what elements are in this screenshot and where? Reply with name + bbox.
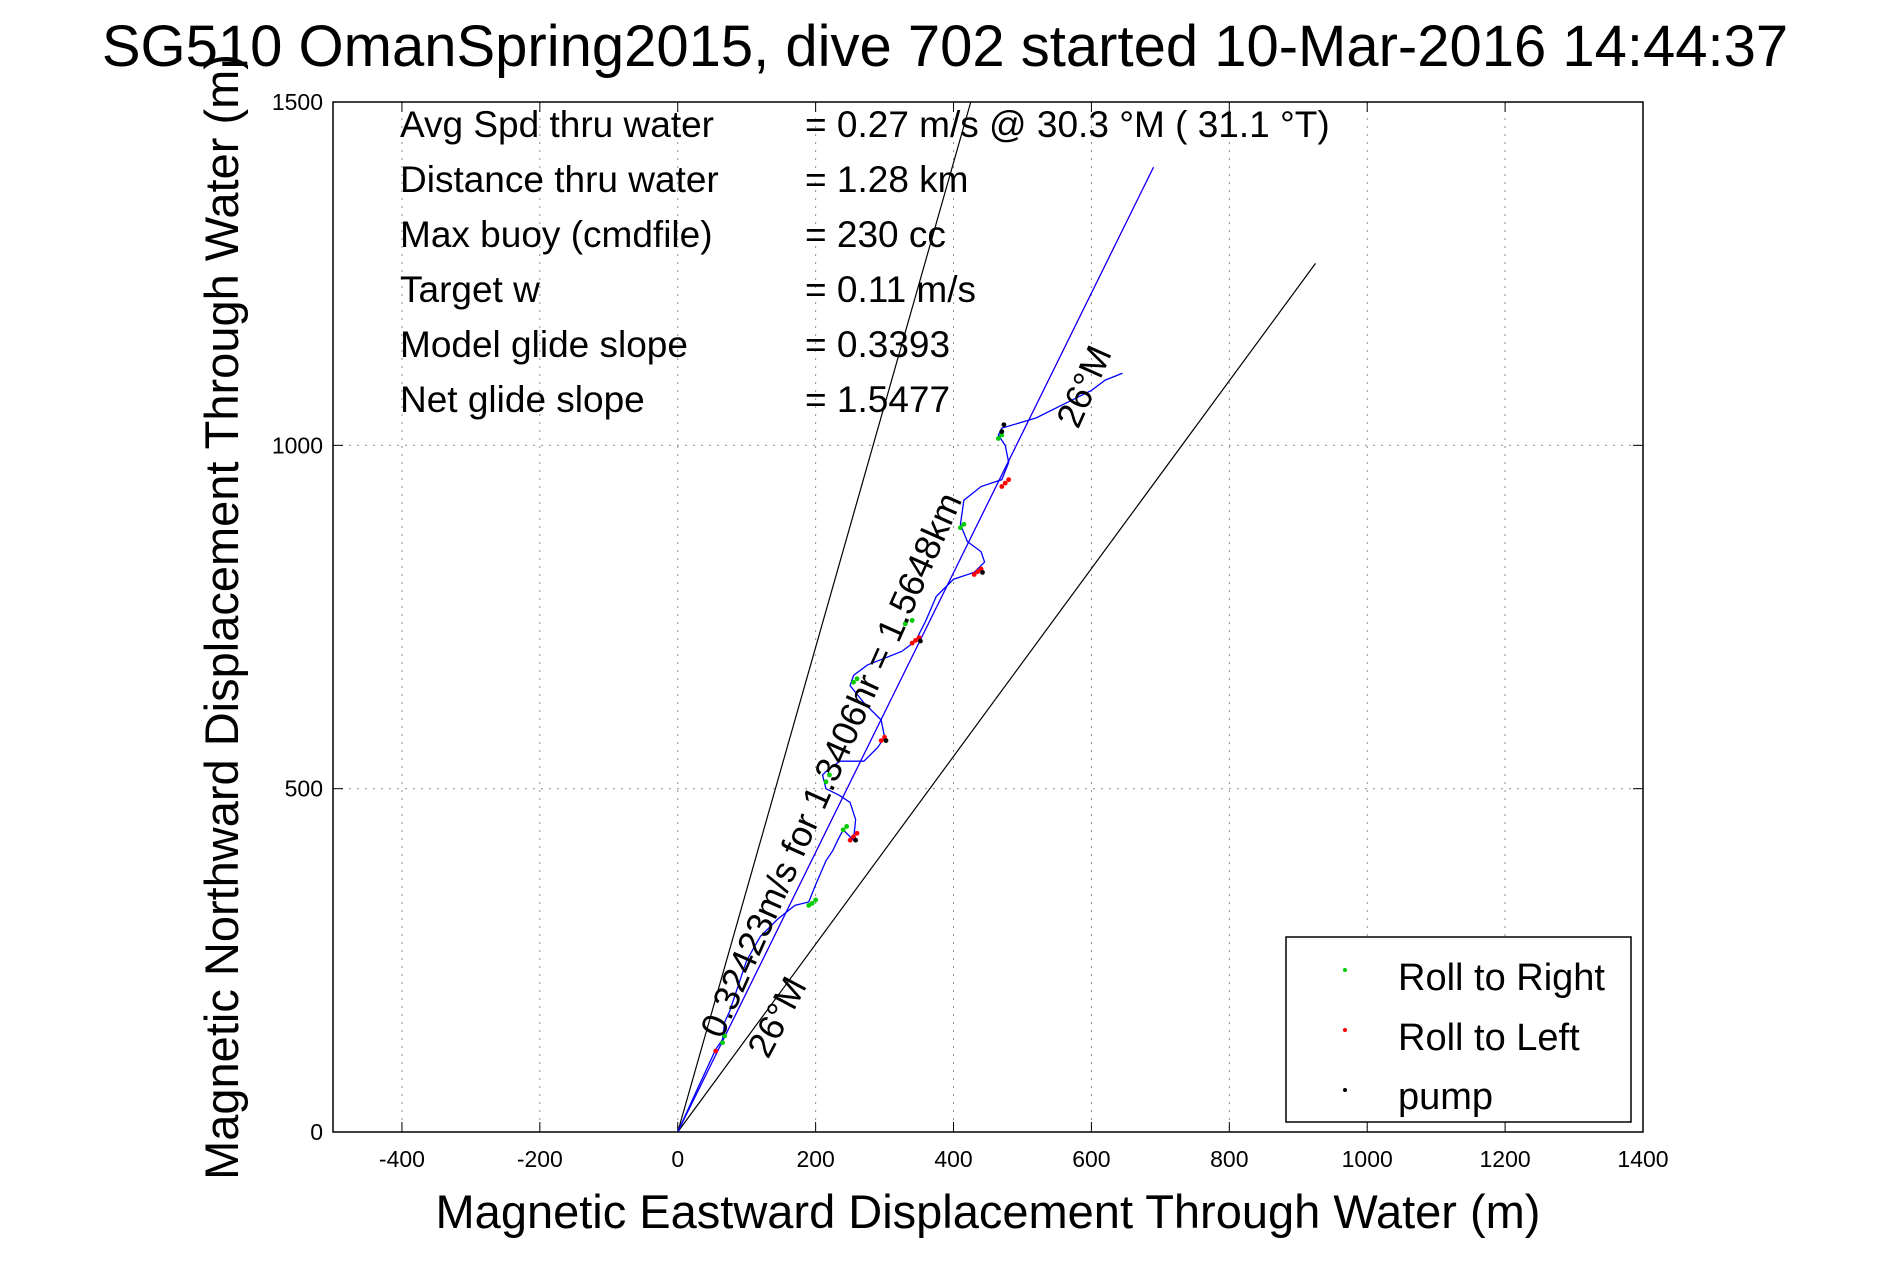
y-tick-label: 0 <box>310 1119 323 1145</box>
point-roll-to-right <box>823 779 829 785</box>
stat-label: Net glide slope <box>400 379 645 420</box>
point-roll-to-right <box>844 824 850 829</box>
stat-value: = 0.27 m/s @ 30.3 °M ( 31.1 °T) <box>805 104 1330 145</box>
point-roll-to-right <box>809 900 815 906</box>
point-roll-to-left <box>999 484 1005 489</box>
stats-block: Avg Spd thru water = 0.27 m/s @ 30.3 °M … <box>400 104 1330 420</box>
point-roll-to-left <box>847 837 853 843</box>
legend-marker-pump <box>1343 1088 1347 1092</box>
point-roll-to-left <box>1006 477 1012 483</box>
stat-value: = 0.11 m/s <box>805 269 976 310</box>
point-roll-to-right <box>851 679 856 685</box>
reference-line <box>677 263 1316 1133</box>
point-roll-to-right <box>854 676 860 682</box>
points-layer <box>713 422 1012 1054</box>
point-roll-to-left <box>913 637 919 643</box>
stat-label: Distance thru water <box>400 159 719 200</box>
legend: Roll to Right Roll to Left pump <box>1285 936 1632 1123</box>
point-pump <box>918 638 923 644</box>
point-pump <box>853 837 859 843</box>
stat-value: = 1.28 km <box>805 159 969 200</box>
y-tick-label: 1000 <box>272 432 323 458</box>
legend-label-roll-left: Roll to Left <box>1398 1017 1580 1059</box>
legend-label-roll-right: Roll to Right <box>1398 957 1605 999</box>
x-axis-label: Magnetic Eastward Displacement Through W… <box>436 1185 1541 1238</box>
x-tick-label: 0 <box>671 1146 684 1172</box>
point-roll-to-right <box>961 521 967 527</box>
point-roll-to-left <box>713 1048 719 1054</box>
point-roll-to-left <box>854 830 860 836</box>
point-roll-to-right <box>827 772 832 778</box>
stat-label: Max buoy (cmdfile) <box>400 214 713 255</box>
point-roll-to-right <box>840 827 846 833</box>
stat-value: = 0.3393 <box>805 324 950 365</box>
x-tick-label: 1000 <box>1342 1146 1393 1172</box>
reference-line <box>677 166 1155 1133</box>
point-roll-to-right <box>999 432 1005 438</box>
stat-value: = 230 cc <box>805 214 946 255</box>
x-tick-label: 1200 <box>1480 1146 1531 1172</box>
point-roll-to-left <box>1002 480 1008 486</box>
point-roll-to-left <box>971 572 977 577</box>
legend-marker-roll-right <box>1343 968 1347 972</box>
x-tick-label: -200 <box>517 1146 563 1172</box>
point-roll-to-right <box>813 897 819 903</box>
ticks-layer: -400 -200 0 200 400 600 800 1000 1200 1400 0 500 100… <box>272 89 1669 1172</box>
point-roll-to-right <box>720 1040 725 1046</box>
stat-label: Model glide slope <box>400 324 688 365</box>
x-tick-label: 1400 <box>1617 1146 1668 1172</box>
x-tick-label: 800 <box>1210 1146 1248 1172</box>
legend-label-pump: pump <box>1398 1076 1493 1118</box>
point-pump <box>1001 422 1007 428</box>
x-tick-label: 200 <box>796 1146 834 1172</box>
stat-value: = 1.5477 <box>805 379 950 420</box>
point-roll-to-right <box>995 436 1001 441</box>
point-pump <box>999 429 1005 434</box>
chart-title: SG510 OmanSpring2015, dive 702 started 1… <box>102 14 1788 79</box>
point-roll-to-right <box>722 1033 728 1039</box>
legend-marker-roll-left <box>1343 1028 1347 1032</box>
stat-label: Avg Spd thru water <box>400 104 714 145</box>
y-axis-label: Magnetic Northward Displacement Through … <box>195 54 248 1180</box>
point-pump <box>980 569 985 575</box>
x-tick-label: 600 <box>1072 1146 1110 1172</box>
point-pump <box>883 738 889 743</box>
y-tick-label: 1500 <box>272 89 323 115</box>
reference-lines <box>677 101 1316 1133</box>
point-roll-to-right <box>909 618 915 623</box>
y-tick-label: 500 <box>285 776 323 802</box>
x-tick-label: -400 <box>379 1146 425 1172</box>
plot-frame <box>332 101 1644 1133</box>
point-roll-to-left <box>909 640 915 646</box>
point-roll-to-right <box>806 903 812 908</box>
point-roll-to-left <box>878 738 884 743</box>
x-tick-label: 400 <box>934 1146 972 1172</box>
point-roll-to-right <box>902 621 908 627</box>
point-roll-to-right <box>958 525 963 531</box>
reference-line <box>677 101 972 1133</box>
stat-label: Target w <box>400 269 540 310</box>
point-roll-to-left <box>975 569 981 575</box>
